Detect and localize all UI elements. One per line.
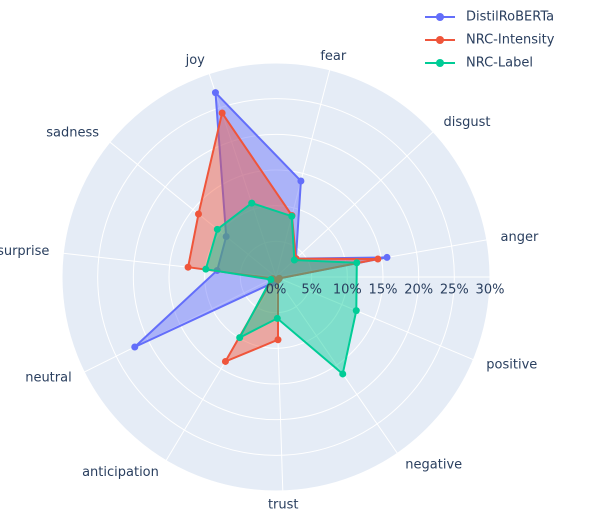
radial-tick-label: 15% — [369, 283, 398, 298]
data-point — [184, 263, 192, 271]
category-label: fear — [320, 49, 347, 64]
category-label: neutral — [25, 371, 72, 386]
data-point — [222, 233, 230, 241]
legend-marker — [436, 13, 444, 21]
data-point — [267, 276, 275, 284]
data-point — [221, 357, 229, 365]
data-point — [374, 255, 382, 263]
legend-label: DistilRoBERTa — [466, 10, 554, 25]
data-point — [353, 259, 361, 267]
angular-grid-line — [165, 276, 277, 461]
data-point — [288, 212, 296, 220]
category-label: trust — [268, 497, 299, 512]
angular-grid-line — [275, 69, 331, 278]
data-point — [352, 307, 360, 315]
data-point — [339, 370, 347, 378]
legend-label: NRC-Intensity — [466, 33, 555, 48]
radial-tick-label: 10% — [333, 283, 362, 298]
data-point — [297, 177, 305, 185]
category-label: sadness — [46, 126, 99, 141]
legend-marker — [436, 36, 444, 44]
angular-grid-line — [275, 131, 434, 278]
data-point — [274, 336, 282, 344]
category-label: positive — [486, 358, 537, 373]
category-label: anger — [501, 230, 539, 245]
radial-tick-label: 25% — [440, 283, 469, 298]
data-point — [273, 314, 281, 322]
legend-marker — [436, 59, 444, 67]
angular-grid-line — [109, 141, 277, 278]
data-point — [248, 199, 256, 207]
angular-grid-line — [84, 276, 277, 373]
radial-tick-label: 0% — [266, 283, 287, 298]
category-label: joy — [185, 53, 206, 68]
data-point — [213, 225, 221, 233]
category-label: surprise — [0, 244, 49, 259]
data-point — [218, 109, 226, 117]
radial-tick-label: 5% — [301, 283, 322, 298]
category-label: negative — [405, 457, 462, 472]
angular-grid-line — [208, 73, 277, 278]
category-label: disgust — [443, 115, 490, 130]
series-area — [204, 201, 358, 376]
category-label: anticipation — [82, 465, 159, 480]
angular-grid-line — [63, 252, 277, 278]
radial-tick-label: 20% — [404, 283, 433, 298]
angular-grid-line — [275, 276, 474, 361]
data-point — [383, 253, 391, 261]
legend-label: NRC-Label — [466, 56, 533, 71]
data-point — [275, 274, 283, 282]
angular-grid-line — [275, 276, 398, 454]
data-point — [290, 256, 298, 264]
data-point — [211, 89, 219, 97]
radial-tick-label: 30% — [476, 283, 505, 298]
data-point — [131, 343, 139, 351]
data-point — [194, 210, 202, 218]
data-point — [202, 265, 210, 273]
data-point — [236, 334, 244, 342]
